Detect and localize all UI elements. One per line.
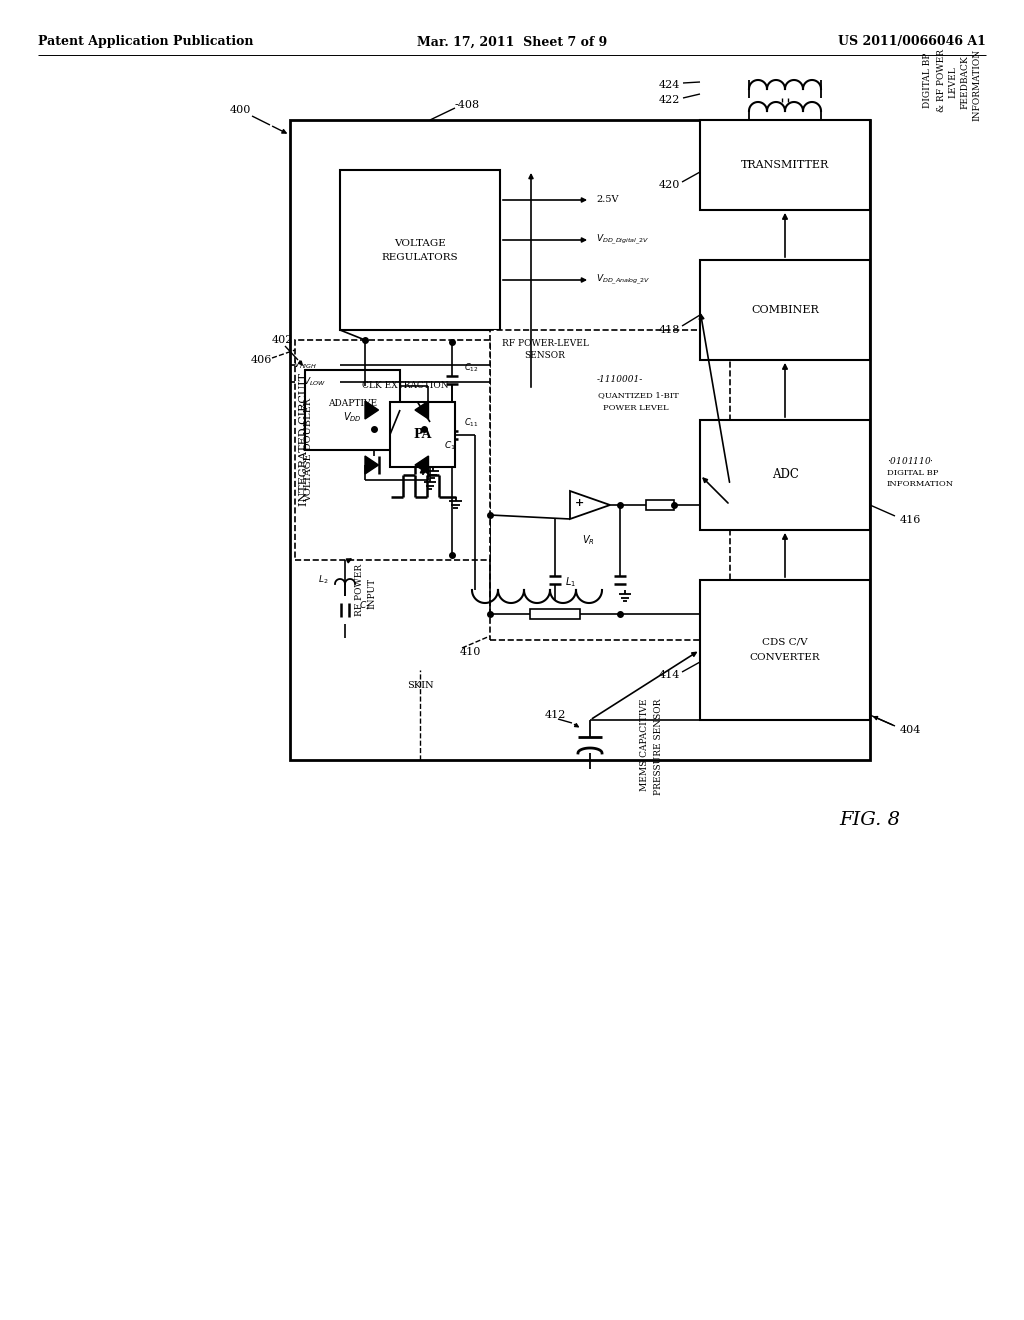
Text: LEVEL: LEVEL	[948, 66, 957, 98]
Text: ADC: ADC	[771, 469, 799, 482]
Bar	[530, 609, 580, 619]
Bar	[490, 330, 730, 640]
Text: ADAPTIVE: ADAPTIVE	[328, 399, 377, 408]
Bar	[700, 260, 870, 360]
Text: 420: 420	[658, 180, 680, 190]
Text: $\cdot$0101110$\cdot$: $\cdot$0101110$\cdot$	[887, 454, 934, 466]
Text: Mar. 17, 2011  Sheet 7 of 9: Mar. 17, 2011 Sheet 7 of 9	[417, 36, 607, 49]
Text: CDS C/V: CDS C/V	[762, 638, 808, 647]
Text: CLK EXTRACTION: CLK EXTRACTION	[361, 380, 449, 389]
Text: $C_2$: $C_2$	[359, 599, 371, 612]
Text: $L_1$: $L_1$	[565, 576, 577, 589]
Text: 418: 418	[658, 325, 680, 335]
Text: 416: 416	[900, 515, 922, 525]
Text: -1110001-: -1110001-	[597, 375, 643, 384]
Bar	[700, 120, 870, 210]
Text: SENSOR: SENSOR	[524, 351, 565, 360]
Text: INPUT: INPUT	[368, 577, 377, 609]
Text: FEEDBACK: FEEDBACK	[961, 55, 970, 108]
Text: $V_{DD}$: $V_{DD}$	[343, 411, 361, 424]
Text: 404: 404	[900, 725, 922, 735]
Bar	[646, 500, 674, 510]
Polygon shape	[570, 491, 610, 519]
Text: $L_2$: $L_2$	[317, 574, 328, 586]
Text: INFORMATION: INFORMATION	[887, 480, 954, 488]
Text: +: +	[575, 498, 585, 508]
Text: CONVERTER: CONVERTER	[750, 653, 820, 663]
Text: $V_R$: $V_R$	[582, 533, 594, 546]
Bar	[700, 579, 870, 719]
Text: 402: 402	[271, 335, 293, 345]
Text: 2.5V: 2.5V	[596, 195, 618, 205]
Text: 414: 414	[658, 671, 680, 680]
Text: 424: 424	[658, 81, 680, 90]
Text: $V_{DD\_Analog\_2V}$: $V_{DD\_Analog\_2V}$	[596, 273, 650, 288]
Text: & RF POWER: & RF POWER	[937, 49, 945, 111]
Text: Patent Application Publication: Patent Application Publication	[38, 36, 254, 49]
Text: FIG. 8: FIG. 8	[840, 810, 900, 829]
Text: SKIN: SKIN	[407, 681, 433, 689]
Text: DIGITAL BP: DIGITAL BP	[887, 469, 938, 477]
Polygon shape	[365, 401, 379, 418]
Text: RF POWER-LEVEL: RF POWER-LEVEL	[502, 339, 589, 348]
Text: INTEGRATED CIRCUIT: INTEGRATED CIRCUIT	[299, 374, 309, 507]
Text: $V_{LOW}$: $V_{LOW}$	[303, 376, 327, 388]
Text: 410: 410	[460, 647, 481, 657]
Text: VOLTAGE: VOLTAGE	[394, 239, 445, 248]
Text: -408: -408	[455, 100, 480, 110]
Text: $V_{HIGH}$: $V_{HIGH}$	[293, 359, 317, 371]
Text: $C_{12}$: $C_{12}$	[464, 362, 479, 375]
Text: INFORMATION: INFORMATION	[973, 49, 981, 121]
Bar	[305, 370, 400, 450]
Text: PRESSURE SENSOR: PRESSURE SENSOR	[654, 698, 663, 795]
Bar	[340, 350, 470, 420]
Polygon shape	[415, 401, 428, 418]
Text: PA: PA	[414, 428, 432, 441]
Bar	[700, 420, 870, 531]
Text: 400: 400	[229, 106, 251, 115]
Text: VOLTAGE DOUBLER: VOLTAGE DOUBLER	[304, 397, 313, 502]
Text: $C_{11}$: $C_{11}$	[464, 417, 478, 429]
Text: QUANTIZED 1-BIT: QUANTIZED 1-BIT	[598, 391, 678, 399]
Text: DIGITAL BP: DIGITAL BP	[924, 53, 933, 108]
Bar	[390, 403, 455, 467]
Text: $V_{DD\_Digital\_2V}$: $V_{DD\_Digital\_2V}$	[596, 232, 649, 247]
Text: COMBINER: COMBINER	[752, 305, 819, 315]
Text: $C_1$: $C_1$	[444, 440, 456, 453]
Text: POWER LEVEL: POWER LEVEL	[603, 404, 669, 412]
Text: US 2011/0066046 A1: US 2011/0066046 A1	[838, 36, 986, 49]
Text: REGULATORS: REGULATORS	[382, 253, 459, 263]
Text: 412: 412	[545, 710, 565, 719]
Bar	[340, 170, 500, 330]
Text: TRANSMITTER: TRANSMITTER	[741, 160, 829, 170]
Polygon shape	[365, 455, 379, 474]
Text: RF POWER: RF POWER	[355, 564, 365, 616]
Text: MEMS CAPACITIVE: MEMS CAPACITIVE	[640, 698, 649, 791]
Text: 422: 422	[658, 95, 680, 106]
Bar	[295, 341, 490, 560]
Bar	[290, 120, 870, 760]
Polygon shape	[415, 455, 428, 474]
Text: 406: 406	[251, 355, 272, 366]
